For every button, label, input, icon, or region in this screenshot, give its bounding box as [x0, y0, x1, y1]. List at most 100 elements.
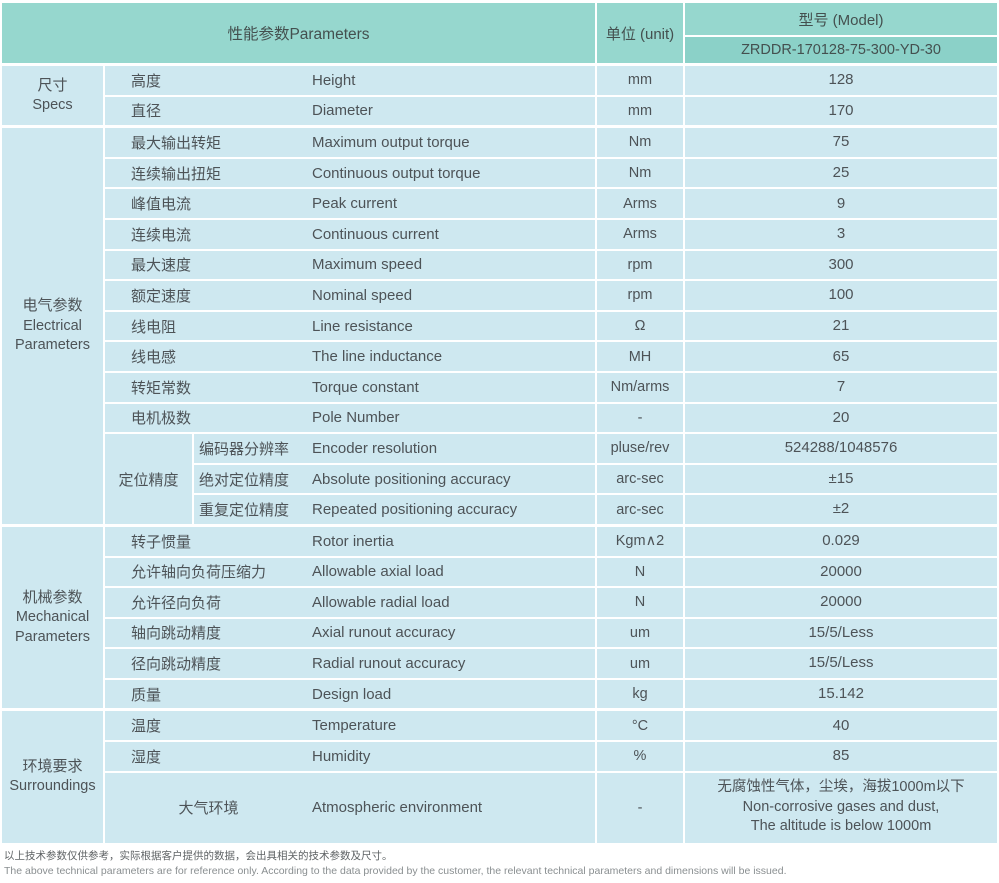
row-unit-cell: %: [597, 742, 683, 771]
row-value-cell: 85: [685, 742, 997, 771]
table-row: 连续输出扭矩 Continuous output torque Nm 25: [105, 158, 997, 188]
row-label-en: Nominal speed: [312, 286, 413, 304]
row-label-en: Encoder resolution: [312, 439, 438, 457]
row-label-cn: 质量: [131, 686, 162, 704]
row-label-en: The line inductance: [312, 348, 443, 366]
table-row: 轴向跳动精度 Axial runout accuracy um 15/5/Less: [105, 618, 997, 648]
row-label-cn: 编码器分辨率: [199, 440, 290, 458]
row-value-cell: 0.029: [685, 526, 997, 556]
table-section: 电气参数 Electrical Parameters 最大输出转矩 Maximum o…: [2, 128, 997, 524]
row-unit-cell: MH: [597, 342, 683, 371]
row-unit-cell: rpm: [597, 250, 683, 280]
row-label-en: Line resistance: [312, 317, 413, 335]
row-label-cn: 线电感: [131, 349, 177, 367]
group-label-en: Specs: [32, 96, 73, 113]
row-label-cell: 允许轴向负荷压缩力 Allowable axial load: [105, 557, 595, 587]
row-unit-cell: rpm: [597, 281, 683, 310]
table-row: 绝对定位精度 Absolute positioning accuracy arc-s…: [194, 464, 997, 494]
row-value-cell: 65: [685, 342, 997, 371]
row-label-cell: 重复定位精度 Repeated positioning accuracy: [194, 495, 595, 524]
row-unit-cell: mm: [597, 66, 683, 95]
row-unit-cell: kg: [597, 679, 683, 709]
table-row: 线电阻 Line resistance Ω 21: [105, 311, 997, 341]
row-label-en: Allowable axial load: [312, 563, 444, 581]
row-label-cn: 最大输出转矩: [131, 134, 222, 152]
row-label-en: Temperature: [312, 717, 397, 735]
table-row: 允许轴向负荷压缩力 Allowable axial load N 20000: [105, 557, 997, 587]
row-label-cn: 线电阻: [131, 318, 177, 336]
row-label-cn: 最大速度: [131, 257, 192, 275]
section-rows: 高度 Height mm 128 直径 Diameter mm 170: [105, 66, 997, 126]
row-unit-cell: Nm: [597, 128, 683, 157]
table-row: 电机极数 Pole Number -20: [105, 403, 997, 433]
group-label-cn: 电气参数: [22, 297, 83, 315]
value-line: Non-corrosive gases and dust,: [742, 798, 940, 815]
row-label-cn: 高度: [131, 72, 162, 90]
row-unit-cell: Arms: [597, 219, 683, 249]
row-value-cell: ±2: [685, 495, 997, 524]
model-header-cell: 型号 (Model) ZRDDR-170128-75-300-YD-30: [685, 3, 997, 63]
table-section: 环境要求 Surroundings 温度 Temperature °C 40 湿度 Humid…: [2, 711, 997, 843]
group-label-cn: 尺寸: [37, 76, 68, 94]
table-row: 线电感 The line inductance MH 65: [105, 342, 997, 371]
row-unit-cell: -: [597, 772, 683, 843]
row-value-cell: 21: [685, 311, 997, 341]
row-unit-cell: Nm: [597, 158, 683, 188]
row-value-cell: 15/5/Less: [685, 618, 997, 648]
group-cell: 环境要求 Surroundings: [2, 711, 103, 843]
row-unit-cell: Kgm∧2: [597, 526, 683, 556]
row-unit-cell: Nm/arms: [597, 372, 683, 402]
row-unit-cell: -: [597, 403, 683, 433]
value-line: The altitude is below 1000m: [750, 818, 932, 835]
row-label-cn: 电机极数: [131, 410, 192, 428]
table-row: 直径 Diameter mm 170: [105, 96, 997, 126]
group-cell: 电气参数 Electrical Parameters: [2, 128, 103, 524]
row-label-cn: 峰值电流: [131, 196, 192, 214]
row-value-cell: 170: [685, 96, 997, 126]
row-label-cn: 额定速度: [131, 287, 192, 305]
table-row: 允许径向负荷 Allowable radial load N 20000: [105, 588, 997, 617]
row-label-cell: 线电阻 Line resistance: [105, 311, 595, 341]
row-label-cell: 湿度 Humidity: [105, 742, 595, 771]
footnote-cn: 以上技术参数仅供参考，实际根据客户提供的数据，会出具相关的技术参数及尺寸。: [4, 849, 393, 862]
row-unit-cell: arc-sec: [597, 464, 683, 494]
group-cell: 尺寸 Specs: [2, 66, 103, 126]
row-label-cell: 质量 Design load: [105, 679, 595, 709]
table-row: 高度 Height mm 128: [105, 66, 997, 95]
row-label-cn: 大气环境: [178, 800, 239, 818]
row-label-cell: 转矩常数 Torque constant: [105, 372, 595, 402]
row-unit-cell: um: [597, 618, 683, 648]
model-label-cell: 型号 (Model): [685, 3, 997, 35]
unit-header-cell: 单位 (unit): [597, 3, 683, 63]
table-header-row: 性能参数Parameters 单位 (unit) 型号 (Model) ZRDD…: [2, 3, 997, 63]
row-label-cell: 大气环境 Atmospheric environment: [105, 772, 595, 843]
table-row: 温度 Temperature °C 40: [105, 711, 997, 741]
row-label-cell: 径向跳动精度 Radial runout accuracy: [105, 649, 595, 678]
row-label-cn: 径向跳动精度: [131, 656, 222, 674]
row-label-cell: 最大输出转矩 Maximum output torque: [105, 128, 595, 157]
row-label-en: Absolute positioning accuracy: [312, 470, 511, 488]
table-row: 连续电流 Continuous current Arms 3: [105, 219, 997, 249]
row-label-en: Peak current: [312, 195, 398, 213]
row-value-cell: 9: [685, 189, 997, 218]
table-row: 编码器分辨率 Encoder resolution pluse/rev 524288/…: [194, 434, 997, 463]
row-label-en: Pole Number: [312, 409, 400, 427]
value-line: 无腐蚀性气体，尘埃，海拔1000m以下: [717, 779, 965, 796]
section-rows: 转子惯量 Rotor inertia Kgm∧2 0.029 允许轴向负荷压缩力 Allo…: [105, 526, 997, 709]
row-value-cell: ±15: [685, 464, 997, 494]
row-value-cell: 524288/1048576: [685, 434, 997, 463]
row-unit-cell: °C: [597, 711, 683, 741]
table-row: 转子惯量 Rotor inertia Kgm∧2 0.029: [105, 526, 997, 556]
table-row: 最大速度 Maximum speed rpm 300: [105, 250, 997, 280]
row-unit-cell: mm: [597, 96, 683, 126]
row-label-en: Continuous output torque: [312, 164, 481, 182]
row-label-en: Repeated positioning accuracy: [312, 501, 518, 519]
row-label-cn: 转子惯量: [131, 533, 192, 551]
group-label-en: Mechanical Parameters: [15, 609, 90, 645]
row-label-cell: 转子惯量 Rotor inertia: [105, 526, 595, 556]
subgroup-rows: 编码器分辨率 Encoder resolution pluse/rev 524288/…: [194, 434, 997, 524]
row-value-cell: 15.142: [685, 679, 997, 709]
table-row: 湿度 Humidity% 85: [105, 742, 997, 771]
row-label-cell: 最大速度 Maximum speed: [105, 250, 595, 280]
